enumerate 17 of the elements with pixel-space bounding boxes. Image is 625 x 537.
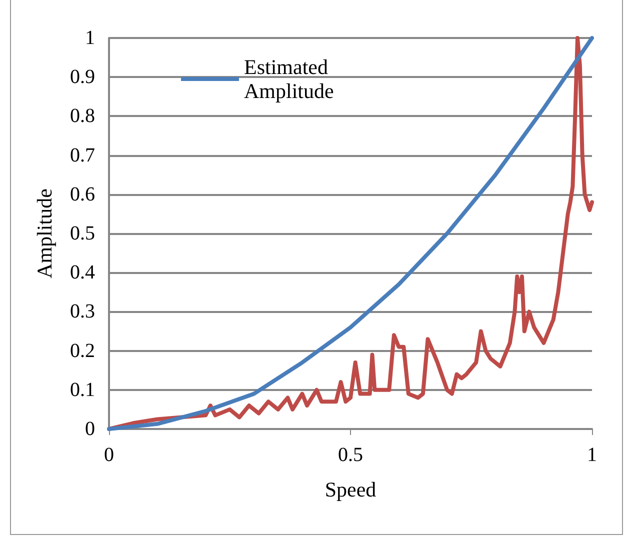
y-tick-label: 0 [85,418,95,440]
y-tick-label: 0.1 [70,378,95,401]
x-tick-label: 0 [104,444,114,466]
y-tick-label: 1 [85,27,95,49]
y-tick-label: 0.9 [70,66,95,88]
y-tick-label: 0.5 [70,222,95,244]
x-tick-label: 0.5 [338,444,363,466]
y-tick-label: 0.7 [70,144,95,166]
y-tick-label: 0.2 [70,340,95,362]
y-tick-label: 0.3 [70,300,95,323]
x-axis-title: Speed [324,478,377,502]
y-tick-label: 0.8 [70,105,95,128]
y-axis-title: Amplitude [32,188,56,278]
y-tick-label: 0.4 [70,262,95,284]
x-tick-label: 1 [587,444,597,466]
legend-label: Estimated Amplitude [244,55,334,103]
y-tick-label: 0.6 [70,183,95,206]
